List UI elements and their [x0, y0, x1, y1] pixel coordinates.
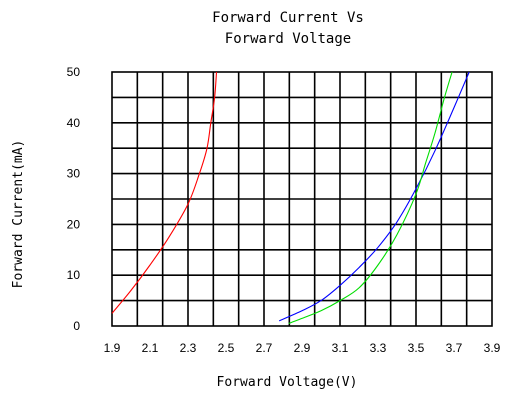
chart-title-line-1: Forward Current Vs	[212, 10, 364, 26]
y-tick-label: 50	[67, 65, 81, 79]
x-tick-label: 3.7	[446, 341, 463, 355]
chart-title-line-2: Forward Voltage	[225, 31, 351, 47]
y-tick-label: 10	[67, 268, 81, 282]
y-axis-title: Forward Current(mA)	[11, 140, 26, 289]
grid	[112, 72, 492, 326]
plot-frame	[111, 71, 493, 327]
series-group	[111, 71, 470, 325]
y-tick-label: 0	[73, 319, 80, 333]
x-axis-title: Forward Voltage(V)	[217, 375, 358, 390]
series-line-3	[288, 71, 453, 325]
x-tick-label: 3.9	[484, 341, 501, 355]
series-line-2	[278, 71, 470, 322]
x-tick-label: 1.9	[104, 341, 121, 355]
x-tick-labels: 1.9 2.1 2.3 2.5 2.7 2.9 3.1 3.3 3.5 3.7 3.9	[104, 341, 501, 355]
y-tick-label: 40	[67, 116, 81, 130]
y-tick-label: 30	[67, 167, 81, 181]
y-tick-label: 20	[67, 217, 81, 231]
series-line-1	[111, 71, 218, 314]
y-tick-labels: 0 10 20 30 40 50	[67, 65, 81, 333]
x-tick-label: 3.1	[332, 341, 349, 355]
x-tick-label: 2.3	[180, 341, 197, 355]
x-tick-label: 2.5	[218, 341, 235, 355]
x-tick-label: 3.3	[370, 341, 387, 355]
x-tick-label: 2.1	[142, 341, 159, 355]
x-tick-label: 2.7	[256, 341, 273, 355]
x-tick-label: 2.9	[294, 341, 311, 355]
x-tick-label: 3.5	[408, 341, 425, 355]
